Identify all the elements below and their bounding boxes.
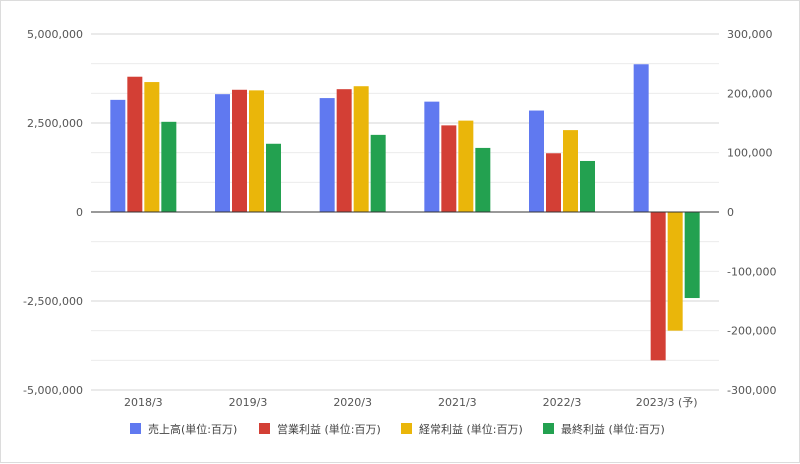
right-tick-label: 300,000 xyxy=(727,28,773,41)
right-tick-label: -300,000 xyxy=(727,384,776,397)
bar xyxy=(215,94,230,212)
legend-label: 最終利益 (単位:百万) xyxy=(561,422,665,436)
left-tick-label: -2,500,000 xyxy=(23,295,83,308)
left-tick-label: 0 xyxy=(76,206,83,219)
right-tick-label: 100,000 xyxy=(727,147,773,160)
bar xyxy=(458,120,474,212)
left-tick-label: 5,000,000 xyxy=(27,28,83,41)
bars xyxy=(110,64,700,361)
legend-swatch xyxy=(259,423,270,434)
bar xyxy=(441,125,457,212)
bar xyxy=(319,98,335,212)
right-tick-label: -200,000 xyxy=(727,325,776,338)
bar xyxy=(370,134,386,212)
bar xyxy=(529,110,544,212)
bar xyxy=(667,212,683,331)
left-tick-label: 2,500,000 xyxy=(27,117,83,130)
legend: 売上高(単位:百万) 営業利益 (単位:百万) 経常利益 (単位:百万) 最終利益 (… xyxy=(130,422,665,436)
gridlines xyxy=(91,33,719,391)
bar xyxy=(127,76,143,212)
legend-label: 営業利益 (単位:百万) xyxy=(277,422,381,436)
right-axis: 300,000 200,000 100,000 0 -100,000 -200,000 -3… xyxy=(727,28,776,397)
x-tick-label: 2020/3 xyxy=(333,396,372,409)
bar xyxy=(580,160,595,212)
right-tick-label: -100,000 xyxy=(727,265,776,278)
bar xyxy=(633,64,649,212)
x-tick-label: 2023/3 (予) xyxy=(636,396,698,409)
x-axis: 2018/3 2019/3 2020/3 2021/3 2022/3 2023/3 (予) xyxy=(124,396,698,409)
bar xyxy=(110,99,126,212)
bar xyxy=(684,212,700,299)
bar xyxy=(546,153,561,212)
bar xyxy=(353,86,369,212)
right-tick-label: 0 xyxy=(727,206,734,219)
left-axis: 5,000,000 2,500,000 0 -2,500,000 -5,000,000 xyxy=(23,28,83,397)
left-tick-label: -5,000,000 xyxy=(23,384,83,397)
x-tick-label: 2021/3 xyxy=(438,396,477,409)
bar xyxy=(650,212,666,361)
bar xyxy=(232,89,247,212)
x-tick-label: 2022/3 xyxy=(543,396,582,409)
legend-swatch xyxy=(543,423,554,434)
x-tick-label: 2019/3 xyxy=(229,396,268,409)
bar xyxy=(424,101,440,212)
bar xyxy=(266,143,281,212)
bar xyxy=(161,121,177,212)
x-tick-label: 2018/3 xyxy=(124,396,163,409)
legend-label: 売上高(単位:百万) xyxy=(148,422,237,436)
right-tick-label: 200,000 xyxy=(727,87,773,100)
bar xyxy=(144,82,160,212)
legend-swatch xyxy=(130,423,141,434)
bar xyxy=(336,89,352,212)
bar xyxy=(475,147,491,212)
bar xyxy=(249,90,264,212)
bar xyxy=(563,130,578,212)
legend-label: 経常利益 (単位:百万) xyxy=(419,422,523,436)
legend-swatch xyxy=(401,423,412,434)
